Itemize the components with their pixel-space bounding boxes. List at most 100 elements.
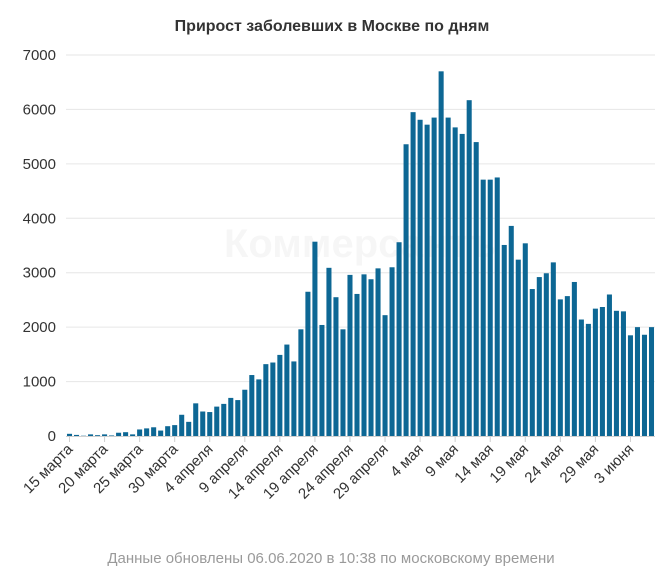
bar-day-71 <box>557 299 563 436</box>
bar-day-2 <box>73 434 80 436</box>
bar-day-82 <box>634 327 640 436</box>
bar-day-21 <box>207 412 213 436</box>
bar-day-59 <box>473 142 479 436</box>
bar-day-7 <box>109 435 115 436</box>
bar-day-72 <box>564 296 570 436</box>
bar-day-8 <box>116 432 122 436</box>
bar-day-52 <box>424 124 430 437</box>
bar-day-38 <box>326 267 332 436</box>
bar-day-16 <box>172 425 178 436</box>
bar-day-18 <box>186 421 192 436</box>
bar-day-19 <box>193 403 199 436</box>
bar-day-80 <box>620 311 626 436</box>
bar-day-39 <box>333 297 339 436</box>
bar-day-55 <box>445 117 451 436</box>
bar-day-46 <box>382 315 388 436</box>
bar-day-36 <box>312 241 318 436</box>
bar-day-51 <box>417 119 423 437</box>
bar-day-24 <box>228 397 234 436</box>
y-tick-label-5000: 5000 <box>23 156 56 173</box>
bar-day-69 <box>543 273 549 436</box>
y-tick-label-2000: 2000 <box>23 319 56 336</box>
bar-day-57 <box>459 133 465 437</box>
update-note: Данные обновлены 06.06.2020 в 10:38 по м… <box>107 550 554 567</box>
bar-day-6 <box>102 434 108 436</box>
bar-day-23 <box>221 403 227 436</box>
bar-day-11 <box>137 429 143 436</box>
bar-day-48 <box>396 242 402 436</box>
bar-day-10 <box>130 434 136 436</box>
bar-day-83 <box>641 334 648 436</box>
bar-day-66 <box>522 243 528 436</box>
bar-day-28 <box>256 379 262 436</box>
bar-day-27 <box>249 375 255 436</box>
bar-day-43 <box>361 274 367 436</box>
bar-day-62 <box>494 177 500 436</box>
bar-day-31 <box>277 354 283 436</box>
bar-day-41 <box>347 274 353 436</box>
x-tick-label-16: 3 июня <box>591 441 637 487</box>
y-axis-ticks: 0 1000 2000 3000 4000 5000 6000 7000 <box>23 47 56 445</box>
bar-day-25 <box>235 400 241 436</box>
y-tick-label-0: 0 <box>48 428 56 445</box>
bar-day-14 <box>158 430 164 436</box>
bar-day-49 <box>403 144 409 436</box>
bar-day-73 <box>571 281 577 436</box>
bar-day-74 <box>578 319 584 436</box>
bar-day-56 <box>452 127 458 436</box>
bar-day-5 <box>95 435 101 436</box>
bar-day-47 <box>389 267 395 436</box>
y-gridlines <box>66 54 655 383</box>
bar-day-54 <box>438 71 444 436</box>
bar-day-78 <box>606 294 612 436</box>
y-tick-label-7000: 7000 <box>23 47 56 64</box>
bar-day-45 <box>375 268 381 436</box>
bar-day-35 <box>305 291 311 436</box>
bar-day-32 <box>284 344 290 436</box>
bar-day-84 <box>648 327 655 436</box>
bar-day-37 <box>319 324 325 436</box>
bar-day-29 <box>263 364 269 436</box>
x-tick-label-10: 4 мая <box>387 441 427 481</box>
bar-day-81 <box>627 335 633 436</box>
y-tick-label-6000: 6000 <box>23 101 56 118</box>
bar-day-63 <box>501 244 507 436</box>
bar-day-79 <box>613 310 619 436</box>
bar-day-70 <box>550 262 556 436</box>
bar-day-75 <box>585 323 591 436</box>
bar-day-67 <box>529 289 535 436</box>
bar-day-22 <box>214 406 220 436</box>
bar-day-68 <box>536 277 542 436</box>
bar-day-15 <box>165 426 171 436</box>
bar-day-60 <box>480 179 486 436</box>
bar-day-9 <box>123 432 129 436</box>
bar-day-44 <box>368 279 374 436</box>
bar-day-76 <box>592 308 598 436</box>
bar-day-17 <box>179 414 185 436</box>
bar-day-4 <box>88 434 94 436</box>
bar-day-77 <box>599 307 605 436</box>
bar-day-40 <box>340 329 346 436</box>
bar-day-33 <box>291 361 297 436</box>
bar-day-61 <box>487 179 493 436</box>
chart-title: Прирост заболевших в Москве по дням <box>175 18 490 35</box>
bar-day-53 <box>431 117 437 436</box>
bar-day-26 <box>242 389 248 436</box>
bar-day-1 <box>66 433 73 436</box>
bar-day-58 <box>466 100 472 437</box>
bar-day-30 <box>270 362 276 436</box>
bar-day-34 <box>298 329 304 436</box>
bar-day-12 <box>144 428 150 436</box>
bar-series <box>66 71 655 437</box>
y-tick-label-1000: 1000 <box>23 374 56 391</box>
bar-day-42 <box>354 293 360 436</box>
bar-day-20 <box>200 411 206 436</box>
bar-day-13 <box>151 427 157 436</box>
bar-day-65 <box>515 259 521 436</box>
y-tick-label-3000: 3000 <box>23 265 56 282</box>
bar-day-64 <box>508 225 514 436</box>
bar-day-50 <box>410 112 416 437</box>
y-tick-label-4000: 4000 <box>23 210 56 227</box>
